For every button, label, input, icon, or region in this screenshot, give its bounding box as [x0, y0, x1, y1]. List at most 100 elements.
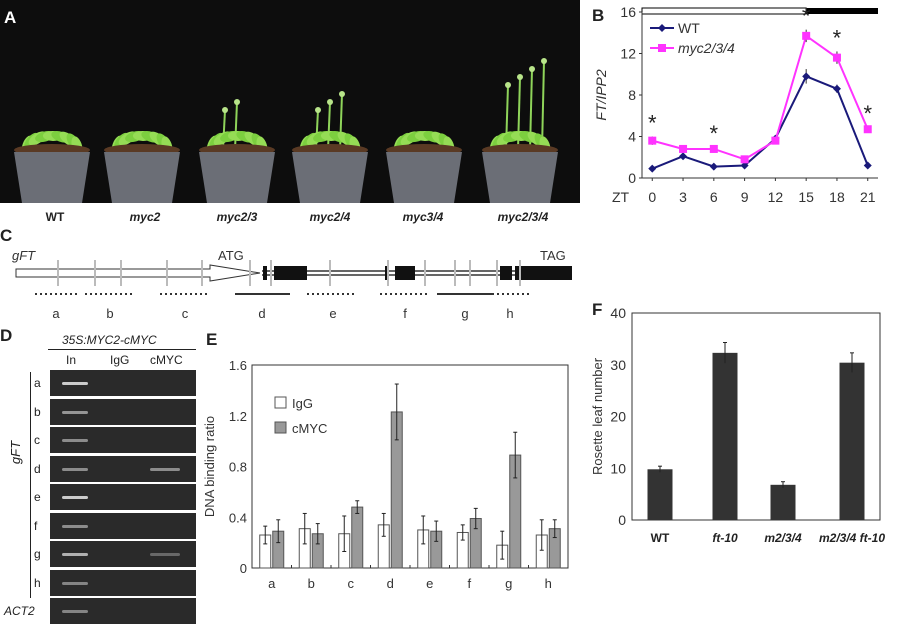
flower-bud: [505, 82, 511, 88]
genotype-label-5: myc3/4: [402, 210, 444, 224]
x-tick-label-b: b: [308, 576, 315, 591]
x-tick-label-d: d: [387, 576, 394, 591]
dark-period-bar: [806, 8, 878, 14]
panel-label-e: E: [206, 330, 218, 349]
band-input: [62, 496, 88, 499]
gel-row-g: [50, 541, 196, 567]
region-label-b: b: [106, 306, 113, 321]
pot: [14, 152, 90, 203]
gft-group-label: gFT: [8, 440, 24, 465]
row-label-b: b: [34, 404, 41, 419]
legend-label-cmyc: cMYC: [292, 421, 327, 436]
panel-label-b: B: [592, 6, 605, 25]
exon-6: [515, 266, 572, 280]
gel-row-b: [50, 398, 196, 425]
band-cmyc: [150, 467, 180, 471]
flower-bud: [315, 107, 321, 113]
x-tick-label-h: h: [545, 576, 552, 591]
region-label-g: g: [461, 306, 468, 321]
bar-WT: [647, 469, 673, 520]
plant-pot-2: [104, 130, 180, 203]
significance-star: *: [710, 121, 719, 146]
lane-label-cmyc: cMYC: [150, 353, 183, 367]
data-point-myc234: [740, 155, 749, 164]
data-point-myc234: [679, 144, 688, 153]
exon-4: [395, 266, 415, 280]
plant-pot-6: [482, 58, 558, 203]
construct-underline: [48, 349, 196, 350]
legend-marker: [658, 24, 666, 32]
band-input: [62, 439, 88, 442]
y-tick-label: 0.4: [229, 510, 247, 525]
gel-row-d: [50, 455, 196, 482]
x-tick-label-4: m2/3/4 ft-10: [819, 531, 885, 545]
band-input: [62, 410, 88, 414]
band-input: [62, 610, 88, 613]
row-label-c: c: [34, 433, 40, 447]
data-point-wt: [740, 161, 749, 170]
x-axis-label: ZT: [612, 189, 630, 205]
y-tick-label: 20: [610, 409, 626, 425]
chart-f-rosette-leaf: 0 10 20 30 40 Rosette leaf number WT ft-10 m2/3/…: [590, 305, 885, 545]
band-input: [62, 524, 88, 528]
x-tick-label: 12: [768, 189, 784, 205]
genotype-label-4: myc2/4: [309, 210, 351, 224]
legend-swatch-igg: [274, 396, 287, 409]
plant-pot-1: [14, 130, 90, 203]
gene-structure-diagram: gFT ATG TAG a b c d e f g h: [12, 248, 572, 321]
legend-label: myc2/3/4: [678, 40, 735, 56]
exon-5: [500, 266, 512, 280]
flower-bud: [339, 91, 345, 97]
exon-1: [263, 266, 267, 280]
x-tick-label-3: m2/3/4: [764, 531, 802, 545]
control-label: ACT2: [4, 604, 35, 618]
genotype-label-6: myc2/3/4: [497, 210, 549, 224]
legend-label: WT: [678, 20, 700, 36]
pot: [386, 152, 462, 203]
row-label-g: g: [34, 547, 41, 561]
row-label-e: e: [34, 490, 41, 504]
band-input: [62, 467, 88, 471]
band-input: [62, 581, 88, 585]
data-point-wt: [802, 72, 811, 81]
lane-label-in: In: [66, 353, 77, 367]
data-point-myc234: [863, 125, 872, 134]
y-tick-label: 0.8: [229, 460, 247, 475]
data-point-myc234: [832, 53, 841, 62]
y-tick-label: 30: [610, 357, 626, 373]
pot: [292, 152, 368, 203]
data-point-wt: [648, 164, 657, 173]
y-tick-label: 0: [628, 170, 636, 186]
flower-bud: [222, 107, 228, 113]
x-tick-label: 3: [679, 189, 687, 205]
data-point-wt: [863, 161, 872, 170]
start-codon-label: ATG: [218, 248, 244, 263]
data-point-wt: [679, 152, 688, 161]
gene-name-label: gFT: [12, 248, 36, 263]
stop-codon-label: TAG: [540, 248, 566, 263]
significance-star: *: [648, 111, 657, 136]
flower-stem: [315, 109, 319, 151]
flower-bud: [517, 74, 523, 80]
x-tick-label-1: WT: [651, 531, 670, 545]
promoter-arrow: [15, 264, 261, 282]
gel-row-e: [50, 484, 196, 510]
y-axis-label: Rosette leaf number: [590, 357, 605, 475]
plant-pot-4: [292, 91, 368, 203]
significance-star: *: [833, 25, 842, 50]
genotype-label-2: myc2: [129, 210, 161, 224]
y-tick-label: 8: [628, 87, 636, 103]
flower-stem: [222, 109, 226, 151]
flower-bud: [541, 58, 547, 64]
panel-label-c: C: [0, 226, 13, 245]
series-line-WT: [651, 75, 869, 170]
y-tick-label: 0: [618, 512, 626, 528]
x-tick-label-f: f: [467, 576, 471, 591]
pot: [199, 152, 275, 203]
plot-frame: [631, 312, 881, 521]
x-tick-label: 6: [710, 189, 718, 205]
chart-e-dna-binding: 0 0.4 0.8 1.2 1.6 DNA binding ratio a b c d e f g h Ig…: [202, 358, 569, 591]
light-period-bar: [641, 7, 807, 15]
x-tick-label: 15: [798, 189, 814, 205]
y-tick-label: 4: [628, 129, 636, 145]
